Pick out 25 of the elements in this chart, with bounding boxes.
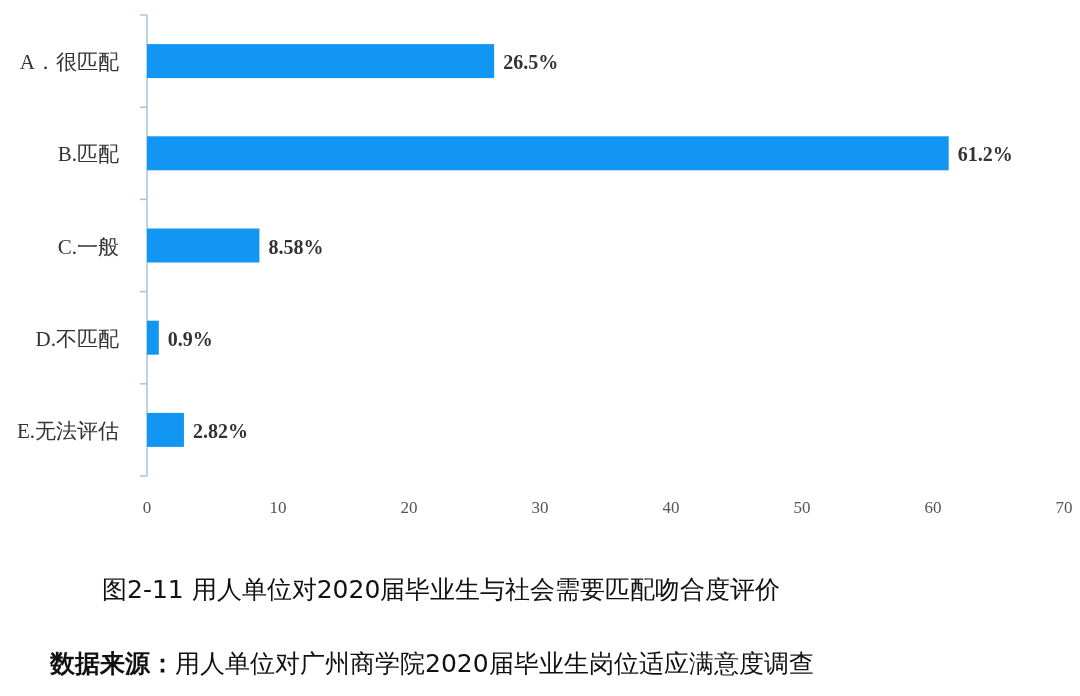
x-tick-label: 50 [793, 498, 811, 517]
data-label: 61.2% [957, 143, 1013, 166]
x-tick-label: 10 [269, 498, 287, 517]
data-label: 8.58% [268, 235, 324, 258]
bar [147, 228, 260, 263]
y-tick-label: D.不匹配 [35, 326, 119, 351]
bar [147, 44, 495, 79]
x-tick-label: 60 [924, 498, 942, 517]
x-tick-label: 70 [1055, 498, 1073, 517]
source-note: 数据来源：用人单位对广州商学院2020届毕业生岗位适应满意度调查 [49, 649, 814, 678]
caption: 图2-11 用人单位对2020届毕业生与社会需要匹配吻合度评价 [102, 575, 781, 604]
y-tick-label: B.匹配 [57, 142, 119, 167]
data-label: 0.9% [167, 327, 213, 350]
x-tick-label: 20 [400, 498, 418, 517]
x-tick-label: 0 [142, 498, 152, 517]
bar [147, 136, 949, 171]
y-tick-label: C.一般 [57, 234, 119, 259]
data-label: 26.5% [503, 51, 559, 74]
y-tick-label: E.无法评估 [16, 418, 119, 443]
bar [147, 320, 159, 355]
data-label: 2.82% [192, 419, 248, 442]
bar [147, 412, 184, 447]
y-tick-label: A．很匹配 [19, 50, 119, 75]
x-tick-label: 30 [531, 498, 549, 517]
x-tick-label: 40 [662, 498, 680, 517]
